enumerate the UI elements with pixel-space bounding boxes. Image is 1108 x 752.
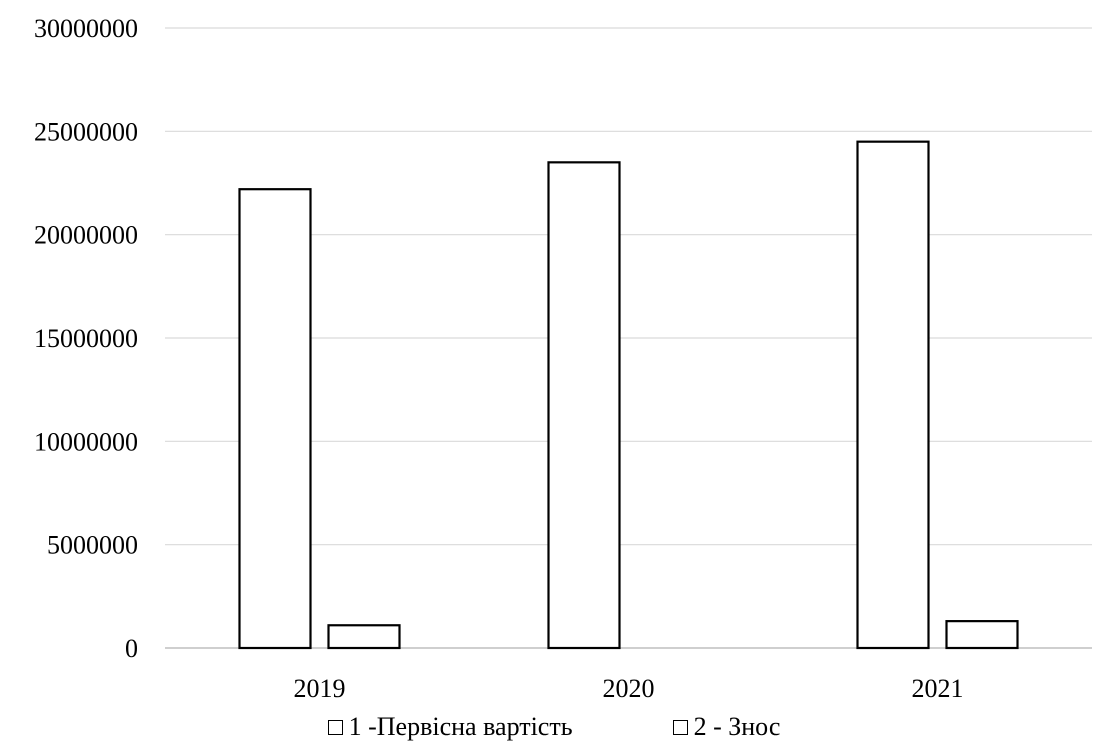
x-tick-label: 2021 xyxy=(912,674,964,703)
y-tick-label: 5000000 xyxy=(47,531,138,560)
bar-2021-series-2 xyxy=(945,620,1019,650)
legend-item-series-2: 2 - Знос xyxy=(672,712,781,742)
bar-2020-series-1 xyxy=(547,161,621,650)
legend-item-series-1: 1 -Первісна вартість xyxy=(327,712,573,742)
legend-swatch-series-1 xyxy=(327,719,343,735)
legend: 1 -Первісна вартість 2 - Знос xyxy=(0,712,1108,742)
y-tick-label: 15000000 xyxy=(34,324,138,353)
y-tick-label: 0 xyxy=(125,634,138,663)
x-axis-tick-labels: 2019 2020 2021 xyxy=(294,674,964,703)
gridlines xyxy=(165,27,1092,649)
x-tick-label: 2020 xyxy=(603,674,655,703)
bar-2019-series-2 xyxy=(327,624,401,650)
y-axis-tick-labels: 0 5000000 10000000 15000000 20000000 25000000… xyxy=(34,14,138,663)
bars xyxy=(238,140,1019,650)
y-tick-label: 30000000 xyxy=(34,14,138,43)
y-tick-label: 20000000 xyxy=(34,221,138,250)
bar-2019-series-1 xyxy=(238,188,312,650)
y-tick-label: 25000000 xyxy=(34,117,138,146)
legend-label-series-1: 1 -Первісна вартість xyxy=(348,712,573,741)
bar-2021-series-1 xyxy=(856,140,930,650)
y-tick-label: 10000000 xyxy=(34,427,138,456)
legend-swatch-series-2 xyxy=(672,719,688,735)
x-tick-label: 2019 xyxy=(294,674,346,703)
legend-label-series-2: 2 - Знос xyxy=(693,712,781,741)
